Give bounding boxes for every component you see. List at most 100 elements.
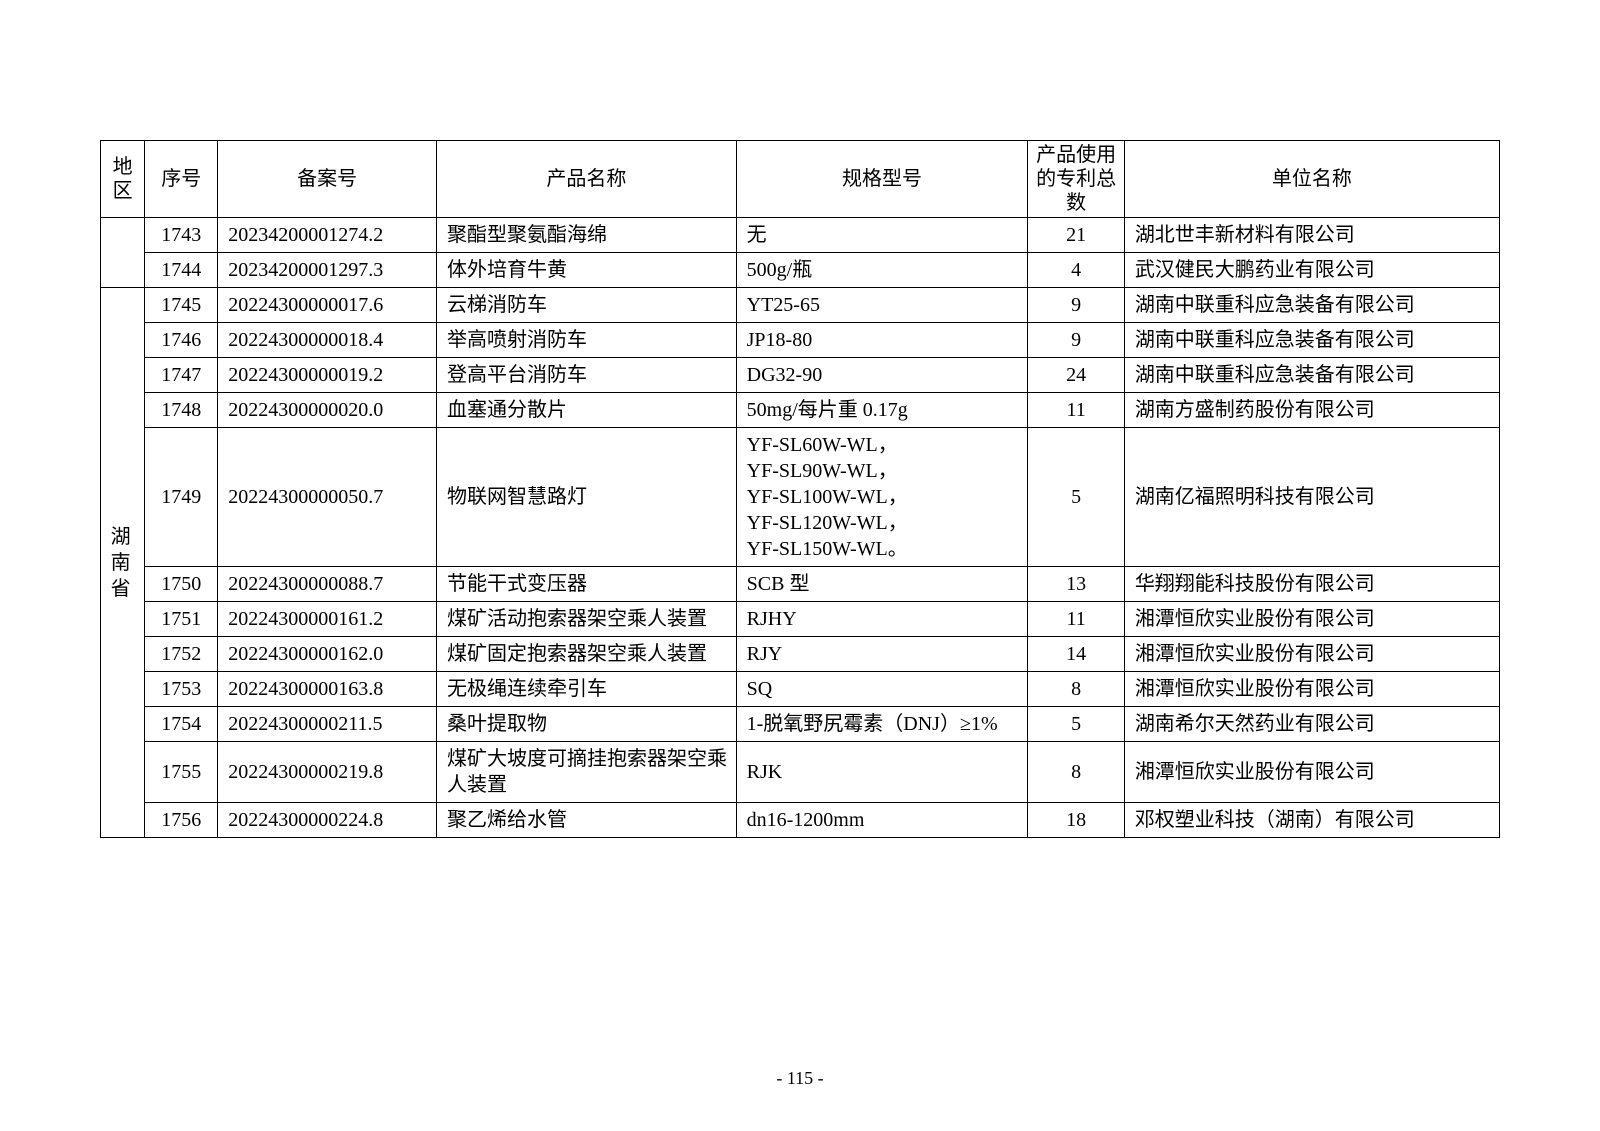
data-table: 地区 序号 备案号 产品名称 规格型号 产品使用的专利总数 单位名称 17432… bbox=[100, 140, 1500, 838]
table-row: 174920224300000050.7物联网智慧路灯YF-SL60W-WL，Y… bbox=[101, 428, 1500, 567]
cell-filing: 20224300000211.5 bbox=[218, 707, 437, 742]
cell-spec: RJK bbox=[736, 742, 1028, 803]
cell-patent: 24 bbox=[1028, 358, 1124, 393]
cell-company: 武汉健民大鹏药业有限公司 bbox=[1124, 253, 1499, 288]
cell-product: 云梯消防车 bbox=[437, 288, 737, 323]
cell-company: 湘潭恒欣实业股份有限公司 bbox=[1124, 742, 1499, 803]
cell-seq: 1743 bbox=[145, 218, 218, 253]
header-region: 地区 bbox=[101, 141, 145, 218]
cell-company: 湖北世丰新材料有限公司 bbox=[1124, 218, 1499, 253]
cell-product: 无极绳连续牵引车 bbox=[437, 672, 737, 707]
cell-filing: 20224300000163.8 bbox=[218, 672, 437, 707]
cell-patent: 14 bbox=[1028, 637, 1124, 672]
header-spec: 规格型号 bbox=[736, 141, 1028, 218]
cell-company: 湘潭恒欣实业股份有限公司 bbox=[1124, 637, 1499, 672]
cell-spec: JP18-80 bbox=[736, 323, 1028, 358]
table-row: 175120224300000161.2煤矿活动抱索器架空乘人装置RJHY11湘… bbox=[101, 602, 1500, 637]
cell-spec: 1-脱氧野尻霉素（DNJ）≥1% bbox=[736, 707, 1028, 742]
cell-seq: 1745 bbox=[145, 288, 218, 323]
cell-patent: 9 bbox=[1028, 288, 1124, 323]
table-body: 174320234200001274.2聚酯型聚氨酯海绵无21湖北世丰新材料有限… bbox=[101, 218, 1500, 838]
cell-company: 华翔翔能科技股份有限公司 bbox=[1124, 567, 1499, 602]
region-cell: 湖南省 bbox=[101, 288, 145, 838]
cell-spec: RJHY bbox=[736, 602, 1028, 637]
cell-company: 湖南方盛制药股份有限公司 bbox=[1124, 393, 1499, 428]
header-patent: 产品使用的专利总数 bbox=[1028, 141, 1124, 218]
cell-seq: 1756 bbox=[145, 803, 218, 838]
cell-company: 邓权塑业科技（湖南）有限公司 bbox=[1124, 803, 1499, 838]
cell-product: 登高平台消防车 bbox=[437, 358, 737, 393]
cell-seq: 1746 bbox=[145, 323, 218, 358]
cell-patent: 8 bbox=[1028, 672, 1124, 707]
cell-product: 煤矿大坡度可摘挂抱索器架空乘人装置 bbox=[437, 742, 737, 803]
cell-seq: 1751 bbox=[145, 602, 218, 637]
cell-spec: YT25-65 bbox=[736, 288, 1028, 323]
cell-patent: 4 bbox=[1028, 253, 1124, 288]
cell-seq: 1747 bbox=[145, 358, 218, 393]
cell-filing: 20234200001274.2 bbox=[218, 218, 437, 253]
table-row: 175220224300000162.0煤矿固定抱索器架空乘人装置RJY14湘潭… bbox=[101, 637, 1500, 672]
cell-filing: 20224300000050.7 bbox=[218, 428, 437, 567]
cell-filing: 20224300000162.0 bbox=[218, 637, 437, 672]
cell-spec: DG32-90 bbox=[736, 358, 1028, 393]
cell-filing: 20234200001297.3 bbox=[218, 253, 437, 288]
cell-company: 湖南中联重科应急装备有限公司 bbox=[1124, 323, 1499, 358]
cell-spec: 50mg/每片重 0.17g bbox=[736, 393, 1028, 428]
cell-patent: 21 bbox=[1028, 218, 1124, 253]
header-filing: 备案号 bbox=[218, 141, 437, 218]
cell-company: 湖南中联重科应急装备有限公司 bbox=[1124, 358, 1499, 393]
cell-seq: 1748 bbox=[145, 393, 218, 428]
table-row: 174620224300000018.4举高喷射消防车JP18-809湖南中联重… bbox=[101, 323, 1500, 358]
cell-patent: 11 bbox=[1028, 602, 1124, 637]
table-header-row: 地区 序号 备案号 产品名称 规格型号 产品使用的专利总数 单位名称 bbox=[101, 141, 1500, 218]
cell-product: 桑叶提取物 bbox=[437, 707, 737, 742]
cell-patent: 18 bbox=[1028, 803, 1124, 838]
cell-company: 湘潭恒欣实业股份有限公司 bbox=[1124, 672, 1499, 707]
cell-filing: 20224300000088.7 bbox=[218, 567, 437, 602]
cell-patent: 8 bbox=[1028, 742, 1124, 803]
cell-patent: 5 bbox=[1028, 707, 1124, 742]
cell-company: 湖南亿福照明科技有限公司 bbox=[1124, 428, 1499, 567]
cell-spec: 500g/瓶 bbox=[736, 253, 1028, 288]
region-cell-blank bbox=[101, 218, 145, 288]
header-product: 产品名称 bbox=[437, 141, 737, 218]
cell-product: 节能干式变压器 bbox=[437, 567, 737, 602]
cell-company: 湖南希尔天然药业有限公司 bbox=[1124, 707, 1499, 742]
table-row: 174320234200001274.2聚酯型聚氨酯海绵无21湖北世丰新材料有限… bbox=[101, 218, 1500, 253]
cell-filing: 20224300000019.2 bbox=[218, 358, 437, 393]
cell-seq: 1750 bbox=[145, 567, 218, 602]
document-page: 地区 序号 备案号 产品名称 规格型号 产品使用的专利总数 单位名称 17432… bbox=[0, 0, 1600, 878]
header-seq: 序号 bbox=[145, 141, 218, 218]
cell-seq: 1752 bbox=[145, 637, 218, 672]
table-row: 174720224300000019.2登高平台消防车DG32-9024湖南中联… bbox=[101, 358, 1500, 393]
cell-filing: 20224300000224.8 bbox=[218, 803, 437, 838]
table-row: 175520224300000219.8煤矿大坡度可摘挂抱索器架空乘人装置RJK… bbox=[101, 742, 1500, 803]
cell-product: 血塞通分散片 bbox=[437, 393, 737, 428]
cell-patent: 11 bbox=[1028, 393, 1124, 428]
table-row: 175420224300000211.5桑叶提取物1-脱氧野尻霉素（DNJ）≥1… bbox=[101, 707, 1500, 742]
cell-seq: 1754 bbox=[145, 707, 218, 742]
cell-product: 煤矿活动抱索器架空乘人装置 bbox=[437, 602, 737, 637]
cell-spec: YF-SL60W-WL，YF-SL90W-WL，YF-SL100W-WL，YF-… bbox=[736, 428, 1028, 567]
table-row: 174820224300000020.0血塞通分散片50mg/每片重 0.17g… bbox=[101, 393, 1500, 428]
header-company: 单位名称 bbox=[1124, 141, 1499, 218]
cell-spec: SQ bbox=[736, 672, 1028, 707]
cell-spec: dn16-1200mm bbox=[736, 803, 1028, 838]
table-row: 175620224300000224.8聚乙烯给水管dn16-1200mm18邓… bbox=[101, 803, 1500, 838]
cell-filing: 20224300000161.2 bbox=[218, 602, 437, 637]
cell-product: 举高喷射消防车 bbox=[437, 323, 737, 358]
cell-product: 煤矿固定抱索器架空乘人装置 bbox=[437, 637, 737, 672]
page-number: - 115 - bbox=[0, 1068, 1600, 1089]
cell-patent: 13 bbox=[1028, 567, 1124, 602]
cell-product: 体外培育牛黄 bbox=[437, 253, 737, 288]
cell-product: 物联网智慧路灯 bbox=[437, 428, 737, 567]
cell-company: 湘潭恒欣实业股份有限公司 bbox=[1124, 602, 1499, 637]
table-row: 湖南省174520224300000017.6云梯消防车YT25-659湖南中联… bbox=[101, 288, 1500, 323]
cell-spec: SCB 型 bbox=[736, 567, 1028, 602]
cell-spec: RJY bbox=[736, 637, 1028, 672]
cell-filing: 20224300000219.8 bbox=[218, 742, 437, 803]
table-row: 174420234200001297.3体外培育牛黄500g/瓶4武汉健民大鹏药… bbox=[101, 253, 1500, 288]
cell-company: 湖南中联重科应急装备有限公司 bbox=[1124, 288, 1499, 323]
cell-seq: 1753 bbox=[145, 672, 218, 707]
cell-product: 聚酯型聚氨酯海绵 bbox=[437, 218, 737, 253]
